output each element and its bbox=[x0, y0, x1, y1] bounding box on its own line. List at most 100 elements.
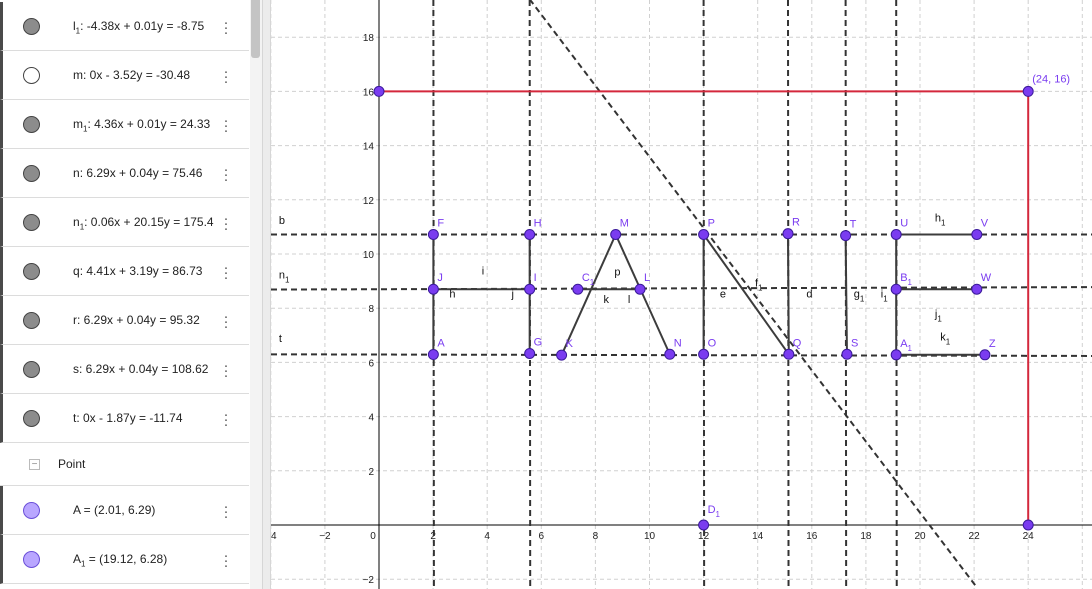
point[interactable] bbox=[524, 283, 536, 295]
algebra-scroll-thumb[interactable] bbox=[251, 0, 260, 58]
algebra-row-definition[interactable]: q: 4.41x + 3.19y = 86.73 bbox=[73, 264, 202, 278]
point-label: W bbox=[981, 272, 992, 284]
point[interactable] bbox=[427, 349, 439, 361]
point[interactable] bbox=[783, 348, 795, 360]
point-group-header[interactable]: − Point bbox=[0, 443, 249, 486]
algebra-row-definition[interactable]: m1: 4.36x + 0.01y = 24.33 bbox=[73, 117, 210, 133]
point-label: P bbox=[708, 217, 715, 229]
more-options-icon[interactable]: · · · bbox=[223, 13, 229, 41]
algebra-row-definition[interactable]: t: 0x - 1.87y = -11.74 bbox=[73, 411, 183, 425]
algebra-row-definition[interactable]: r: 6.29x + 0.04y = 95.32 bbox=[73, 313, 200, 327]
segment[interactable] bbox=[560, 234, 617, 356]
visibility-toggle-icon[interactable] bbox=[23, 501, 40, 519]
point[interactable] bbox=[572, 283, 584, 295]
visibility-toggle-icon[interactable] bbox=[23, 409, 40, 427]
more-options-icon[interactable]: · · · bbox=[223, 258, 229, 286]
algebra-view: l1: -4.38x + 0.01y = -8.75 · · · m: 0x - 3.5… bbox=[0, 0, 262, 589]
algebra-row[interactable]: t: 0x - 1.87y = -11.74 · · · bbox=[0, 394, 249, 443]
algebra-row-definition[interactable]: l1: -4.38x + 0.01y = -8.75 bbox=[73, 19, 204, 35]
point[interactable] bbox=[427, 228, 439, 240]
visibility-toggle-icon[interactable] bbox=[23, 115, 40, 133]
object-name: s bbox=[73, 361, 79, 376]
algebra-row[interactable]: A1 = (19.12, 6.28) · · · bbox=[0, 535, 249, 584]
algebra-row-definition[interactable]: A = (2.01, 6.29) bbox=[73, 503, 155, 517]
algebra-row-definition[interactable]: s: 6.29x + 0.04y = 108.62 bbox=[73, 362, 208, 376]
point[interactable] bbox=[841, 348, 853, 360]
visibility-toggle-icon[interactable] bbox=[23, 17, 40, 35]
point[interactable] bbox=[890, 228, 902, 240]
algebra-row[interactable]: l1: -4.38x + 0.01y = -8.75 · · · bbox=[0, 2, 249, 51]
point[interactable] bbox=[427, 283, 439, 295]
algebra-scrollbar[interactable] bbox=[250, 0, 262, 589]
more-options-icon[interactable]: · · · bbox=[223, 307, 229, 335]
more-options-icon[interactable]: · · · bbox=[223, 111, 229, 139]
visibility-toggle-icon[interactable] bbox=[23, 311, 40, 329]
collapse-toggle-icon[interactable]: − bbox=[29, 459, 40, 470]
line-name-subscript: 1 bbox=[285, 275, 290, 284]
point[interactable] bbox=[890, 349, 902, 361]
point[interactable] bbox=[890, 283, 902, 295]
algebra-row[interactable]: n1: 0.06x + 20.15y = 175.4 · · · bbox=[0, 198, 249, 247]
visibility-toggle-off-icon[interactable] bbox=[23, 66, 40, 84]
algebra-row[interactable]: n: 6.29x + 0.04y = 75.46 · · · bbox=[0, 149, 249, 198]
object-name: A bbox=[73, 502, 81, 517]
more-options-icon[interactable]: · · · bbox=[223, 405, 229, 433]
point-label: F bbox=[437, 217, 444, 229]
point[interactable] bbox=[556, 349, 568, 361]
point[interactable] bbox=[782, 228, 794, 240]
visibility-toggle-icon[interactable] bbox=[23, 164, 40, 182]
algebra-row[interactable]: m1: 4.36x + 0.01y = 24.33 · · · bbox=[0, 100, 249, 149]
point[interactable] bbox=[634, 283, 646, 295]
more-options-icon[interactable]: · · · bbox=[223, 497, 229, 525]
algebra-row-definition[interactable]: A1 = (19.12, 6.28) bbox=[73, 552, 167, 568]
point[interactable] bbox=[698, 348, 710, 360]
point[interactable] bbox=[1022, 85, 1034, 97]
x-tick-label: 0 bbox=[370, 531, 376, 542]
point[interactable] bbox=[524, 228, 536, 240]
dashed-diagonal-line[interactable] bbox=[528, 0, 978, 588]
point[interactable] bbox=[524, 347, 536, 359]
point[interactable] bbox=[698, 228, 710, 240]
algebra-row-definition[interactable]: n: 6.29x + 0.04y = 75.46 bbox=[73, 166, 202, 180]
point[interactable] bbox=[971, 228, 983, 240]
visibility-toggle-icon[interactable] bbox=[23, 360, 40, 378]
graphics-canvas[interactable]: −4−2024681012141618202224−22468101214161… bbox=[271, 0, 1092, 589]
point-name-subscript: 1 bbox=[908, 278, 913, 287]
point[interactable] bbox=[1022, 519, 1034, 531]
point[interactable] bbox=[664, 348, 676, 360]
object-definition: : 0.06x + 20.15y = 175.4 bbox=[84, 214, 214, 229]
point[interactable] bbox=[971, 283, 983, 295]
more-options-icon[interactable]: · · · bbox=[223, 356, 229, 384]
segment[interactable] bbox=[844, 235, 848, 355]
more-options-icon[interactable]: · · · bbox=[223, 62, 229, 90]
dashed-horizontal-line[interactable] bbox=[271, 286, 1092, 291]
algebra-row[interactable]: s: 6.29x + 0.04y = 108.62 · · · bbox=[0, 345, 249, 394]
point[interactable] bbox=[698, 519, 710, 531]
point[interactable] bbox=[979, 349, 991, 361]
y-tick-label: 8 bbox=[368, 304, 374, 315]
point[interactable] bbox=[840, 230, 852, 242]
algebra-row[interactable]: q: 4.41x + 3.19y = 86.73 · · · bbox=[0, 247, 249, 296]
algebra-row[interactable]: r: 6.29x + 0.04y = 95.32 · · · bbox=[0, 296, 249, 345]
visibility-toggle-icon[interactable] bbox=[23, 262, 40, 280]
segment[interactable] bbox=[702, 233, 790, 355]
point[interactable] bbox=[373, 85, 385, 97]
more-options-icon[interactable]: · · · bbox=[223, 209, 229, 237]
visibility-toggle-icon[interactable] bbox=[23, 550, 40, 568]
visibility-toggle-icon[interactable] bbox=[23, 213, 40, 231]
segment[interactable] bbox=[786, 233, 790, 355]
view-divider[interactable] bbox=[262, 0, 271, 589]
algebra-row[interactable]: A = (2.01, 6.29) · · · bbox=[0, 486, 249, 535]
line-label: d bbox=[806, 288, 812, 300]
object-definition: = (2.01, 6.29) bbox=[80, 502, 156, 517]
algebra-row[interactable]: m: 0x - 3.52y = -30.48 · · · bbox=[0, 51, 249, 100]
more-options-icon[interactable]: · · · bbox=[223, 546, 229, 574]
object-definition: : -4.38x + 0.01y = -8.75 bbox=[80, 18, 205, 33]
graphics-view[interactable]: −4−2024681012141618202224−22468101214161… bbox=[271, 0, 1092, 589]
line-label: t bbox=[279, 333, 282, 345]
algebra-row-definition[interactable]: m: 0x - 3.52y = -30.48 bbox=[73, 68, 190, 82]
algebra-row-definition[interactable]: n1: 0.06x + 20.15y = 175.4 bbox=[73, 215, 214, 231]
point[interactable] bbox=[610, 228, 622, 240]
segment[interactable] bbox=[614, 234, 671, 355]
more-options-icon[interactable]: · · · bbox=[223, 160, 229, 188]
